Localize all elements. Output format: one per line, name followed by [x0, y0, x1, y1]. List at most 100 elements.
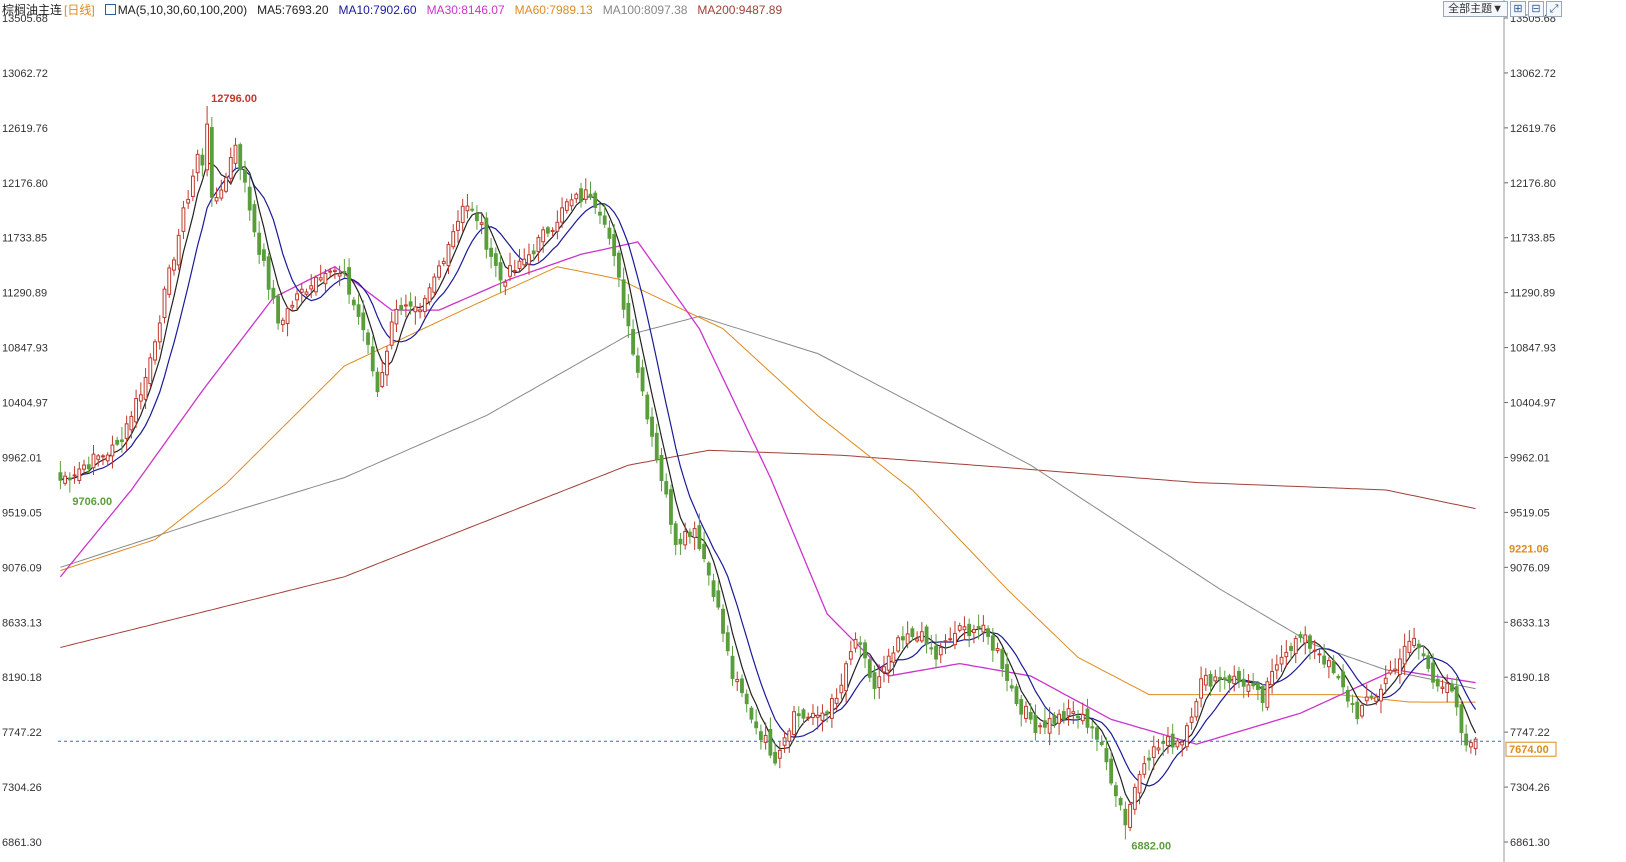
- candle: [489, 238, 494, 269]
- candle: [143, 367, 148, 409]
- candle-body: [725, 632, 730, 652]
- candle-body: [224, 177, 228, 192]
- candle-body: [749, 707, 754, 720]
- y-tick-label-left: 10847.93: [2, 343, 48, 355]
- candle-body: [1270, 670, 1275, 686]
- candle: [1123, 801, 1128, 840]
- candle-body: [1416, 643, 1421, 649]
- candle-body: [1057, 713, 1062, 724]
- candle-body: [115, 439, 120, 445]
- zoom-out-icon[interactable]: ⊟: [1528, 1, 1544, 17]
- candle: [257, 221, 262, 264]
- candle-body: [896, 637, 901, 652]
- candle: [801, 707, 806, 725]
- candle-body: [683, 531, 688, 546]
- candle-body: [238, 144, 243, 171]
- candle: [735, 671, 740, 692]
- candle: [105, 452, 110, 467]
- candle: [1274, 654, 1279, 680]
- candle: [332, 267, 337, 279]
- candle-body: [1464, 733, 1469, 746]
- symbol-label: 棕榈油主连: [2, 3, 63, 17]
- candle: [1208, 670, 1213, 696]
- candle-body: [1009, 685, 1014, 689]
- candle-body: [721, 608, 725, 634]
- candle: [1379, 684, 1383, 714]
- candle-body: [1227, 675, 1232, 683]
- candle: [347, 258, 352, 304]
- candle-body: [886, 655, 891, 671]
- candle-body: [598, 211, 602, 216]
- candle: [725, 625, 730, 656]
- candle-body: [1213, 676, 1218, 682]
- candle-body: [673, 523, 678, 546]
- candle: [915, 631, 920, 643]
- candle: [243, 160, 247, 193]
- candle: [1440, 679, 1445, 694]
- candle: [678, 532, 683, 555]
- y-tick-label-left: 11733.85: [2, 233, 47, 245]
- candle-body: [413, 306, 418, 313]
- candle-body: [1189, 716, 1194, 723]
- candle-body: [233, 144, 238, 164]
- candle-body: [361, 312, 366, 331]
- expand-icon[interactable]: ⤢: [1546, 1, 1562, 17]
- candle: [451, 224, 456, 250]
- theme-dropdown[interactable]: 全部主题▼: [1443, 1, 1508, 17]
- candle-body: [536, 237, 541, 253]
- candle: [422, 295, 427, 318]
- candle-body: [375, 371, 380, 393]
- candle-body: [616, 252, 621, 278]
- candle: [1459, 698, 1464, 746]
- candle: [1412, 627, 1417, 648]
- candle-body: [1161, 741, 1166, 744]
- candle-body: [858, 642, 863, 645]
- candle-body: [332, 269, 337, 272]
- candle: [555, 210, 560, 240]
- candle: [626, 294, 631, 338]
- chart-legend: 棕榈油主连 [日线] MA(5,10,30,60,100,200) MA5:76…: [2, 1, 782, 18]
- candle: [1203, 668, 1208, 691]
- candle-body: [801, 709, 806, 719]
- zoom-in-icon[interactable]: ⊞: [1510, 1, 1526, 17]
- candle-body: [110, 444, 115, 457]
- y-tick-label-left: 6861.30: [2, 837, 42, 849]
- chart-toolbar: 全部主题▼ ⊞ ⊟ ⤢: [1443, 1, 1562, 17]
- candle-body: [271, 287, 276, 299]
- candle-body: [247, 186, 252, 211]
- candle: [389, 311, 394, 350]
- candle: [1374, 693, 1379, 706]
- candle-body: [219, 189, 224, 199]
- candle: [1227, 673, 1232, 693]
- candle: [1180, 739, 1185, 757]
- candle: [1076, 710, 1080, 729]
- candle-body: [1293, 638, 1298, 654]
- candle: [1170, 723, 1175, 755]
- candle-body: [1331, 660, 1336, 674]
- y-tick-label-right: 13062.72: [1510, 68, 1556, 80]
- moving-average-lines: [59, 162, 1477, 805]
- annotations: 12796.00 9706.00 6882.00 7674.00 9221.06: [72, 93, 1557, 852]
- candle: [138, 382, 143, 410]
- candle: [550, 227, 555, 237]
- candle: [1042, 707, 1047, 735]
- candle: [247, 174, 252, 221]
- candle-body: [811, 712, 815, 719]
- candle: [740, 674, 744, 698]
- candle-body: [716, 590, 721, 608]
- candle: [1009, 678, 1014, 692]
- candle-body: [1355, 701, 1360, 720]
- candle-body: [740, 678, 744, 694]
- candle-body: [953, 632, 957, 646]
- candle: [1445, 674, 1450, 703]
- candle: [867, 657, 872, 682]
- candle-body: [96, 455, 101, 460]
- candle: [1199, 666, 1204, 708]
- candle: [432, 273, 437, 298]
- candle: [1161, 734, 1166, 756]
- candle: [167, 264, 172, 298]
- candle-body: [214, 196, 219, 202]
- candle-body: [905, 633, 910, 645]
